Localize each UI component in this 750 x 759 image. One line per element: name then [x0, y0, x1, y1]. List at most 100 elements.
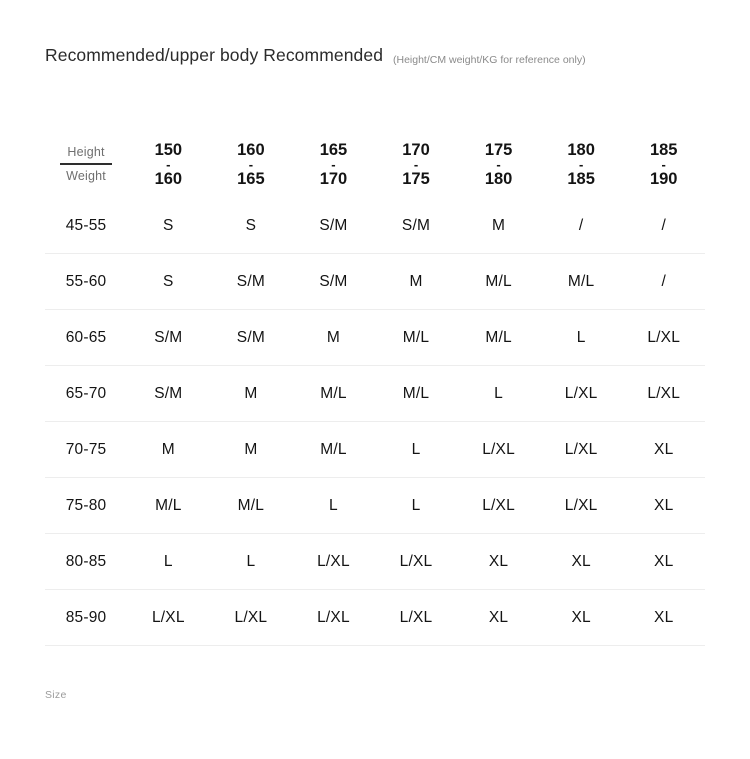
row-weight-label: 80-85: [45, 533, 128, 590]
column-header-height: 170 - 175: [375, 130, 458, 198]
header-row: Height Weight 150 - 160 160 -: [45, 130, 705, 198]
size-cell: XL: [457, 533, 540, 590]
page-subtitle: (Height/CM weight/KG for reference only): [393, 54, 586, 66]
height-range-from: 160: [237, 140, 265, 159]
table-row: 75-80 M/L M/L L L L/XL L/XL XL: [45, 477, 705, 534]
size-cell: S/M: [292, 198, 375, 254]
height-range-to: 160: [154, 169, 183, 188]
size-cell: M/L: [127, 477, 210, 534]
column-header-height: 160 - 165: [210, 130, 293, 198]
size-cell: L/XL: [539, 421, 623, 478]
size-cell: XL: [622, 477, 705, 534]
height-range-dash: -: [578, 156, 584, 172]
size-cell: M: [127, 421, 210, 478]
size-cell: M/L: [209, 477, 293, 534]
size-cell: M: [209, 365, 293, 422]
size-cell: S: [209, 198, 293, 254]
row-weight-label: 75-80: [45, 477, 128, 534]
size-cell: L: [374, 421, 458, 478]
height-range-from: 180: [567, 140, 595, 159]
size-cell: L: [209, 533, 293, 590]
height-range-to: 175: [402, 169, 430, 188]
size-cell: XL: [622, 589, 705, 646]
row-weight-label: 65-70: [45, 365, 128, 422]
height-range-dash: -: [248, 156, 254, 172]
size-cell: /: [539, 198, 623, 254]
size-cell: L: [292, 477, 375, 534]
size-cell: L/XL: [209, 589, 293, 646]
height-range-from: 185: [649, 140, 678, 159]
height-range-dash: -: [331, 156, 336, 172]
size-cell: XL: [539, 533, 623, 590]
height-range-from: 170: [402, 140, 430, 159]
height-range-from: 150: [154, 140, 183, 159]
column-header-height: 165 - 170: [292, 130, 375, 198]
size-cell: S/M: [209, 253, 293, 310]
size-cell: M/L: [292, 421, 375, 478]
table-header: Height Weight 150 - 160 160 -: [45, 130, 705, 198]
table-row: 45-55 S S S/M S/M M / /: [45, 198, 705, 254]
column-header-height: 175 - 180: [457, 130, 540, 198]
table-row: 80-85 L L L/XL L/XL XL XL XL: [45, 533, 705, 590]
size-cell: /: [622, 198, 705, 254]
row-weight-label: 60-65: [45, 309, 128, 366]
title-block: Recommended/upper body Recommended (Heig…: [45, 44, 705, 74]
height-range-dash: -: [496, 156, 501, 172]
height-range-to: 170: [319, 169, 348, 188]
size-cell: L: [127, 533, 210, 590]
size-cell: XL: [457, 589, 540, 646]
page-title: Recommended/upper body Recommended: [45, 45, 384, 65]
size-cell: S/M: [127, 309, 210, 366]
size-cell: S/M: [127, 365, 210, 422]
size-cell: /: [622, 253, 705, 310]
size-cell: M/L: [457, 309, 540, 366]
size-chart-table: Height Weight 150 - 160 160 -: [45, 130, 705, 646]
corner-divider-rule: [60, 163, 113, 165]
size-cell: XL: [622, 533, 705, 590]
size-cell: L: [457, 365, 540, 422]
size-cell: L/XL: [622, 309, 705, 366]
size-cell: L/XL: [539, 365, 623, 422]
size-cell: M: [374, 253, 458, 310]
height-range-from: 175: [484, 140, 513, 159]
size-cell: M: [457, 198, 540, 254]
height-range-dash: -: [413, 156, 419, 172]
size-cell: L/XL: [622, 365, 705, 422]
size-cell: L/XL: [457, 477, 540, 534]
size-cell: M: [292, 309, 375, 366]
size-cell: L/XL: [457, 421, 540, 478]
size-cell: M/L: [457, 253, 540, 310]
size-cell: M/L: [292, 365, 375, 422]
size-cell: S: [127, 198, 210, 254]
corner-height-label: Height: [67, 145, 105, 160]
size-cell: XL: [539, 589, 623, 646]
size-cell: L/XL: [374, 533, 458, 590]
size-cell: L/XL: [539, 477, 623, 534]
size-cell: S/M: [209, 309, 293, 366]
size-cell: S/M: [374, 198, 458, 254]
table-row: 55-60 S S/M S/M M M/L M/L /: [45, 253, 705, 310]
height-range-to: 190: [649, 169, 678, 188]
row-weight-label: 45-55: [45, 198, 128, 254]
height-range-from: 165: [319, 140, 348, 159]
height-range-to: 185: [567, 169, 595, 188]
size-cell: M/L: [374, 365, 458, 422]
table-row: 65-70 S/M M M/L M/L L L/XL L/XL: [45, 365, 705, 422]
size-cell: L: [539, 309, 623, 366]
size-cell: L/XL: [374, 589, 458, 646]
corner-weight-label: Weight: [66, 168, 106, 183]
size-cell: S/M: [292, 253, 375, 310]
column-header-height: 150 - 160: [127, 130, 210, 198]
height-range-dash: -: [661, 156, 666, 172]
size-cell: L/XL: [292, 533, 375, 590]
column-header-height: 180 - 185: [540, 130, 623, 198]
table-row: 70-75 M M M/L L L/XL L/XL XL: [45, 421, 705, 478]
size-cell: M/L: [374, 309, 458, 366]
row-weight-label: 70-75: [45, 421, 128, 478]
footer-size-label: Size: [45, 689, 67, 701]
size-cell: S: [127, 253, 210, 310]
row-weight-label: 85-90: [45, 589, 128, 646]
size-cell: M/L: [539, 253, 623, 310]
column-header-height: 185 - 190: [622, 130, 705, 198]
